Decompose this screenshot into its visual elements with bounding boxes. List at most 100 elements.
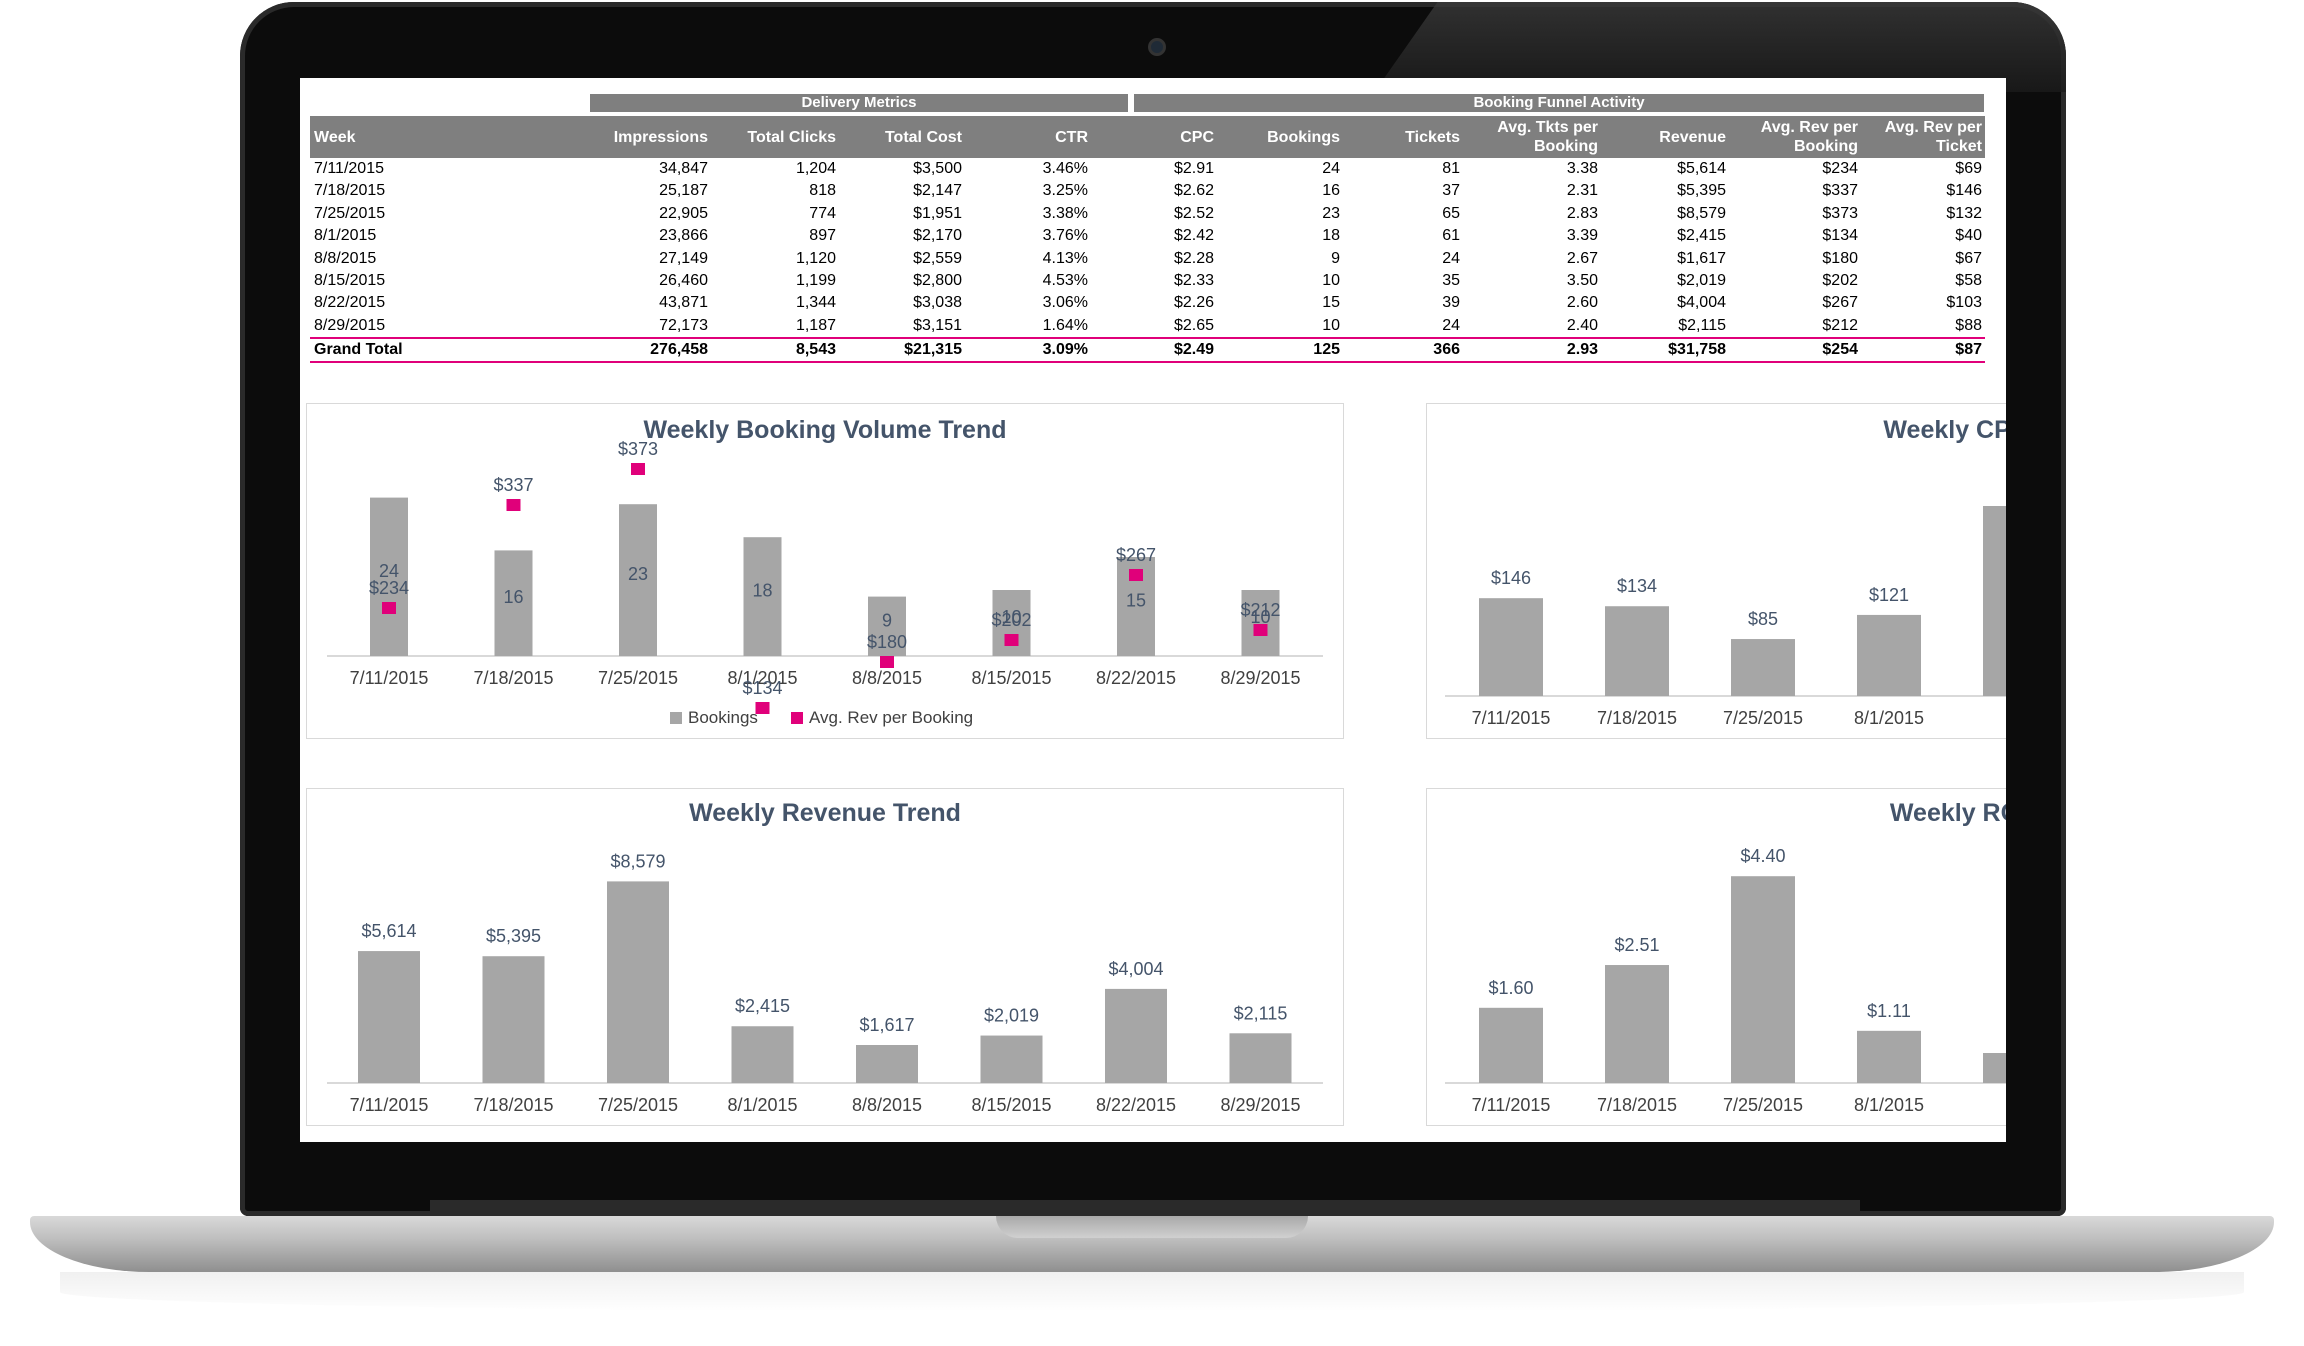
cell-avg-tkts: 2.93 [1566,341,1598,359]
x-tick-label: 8/1/2015 [1854,708,1924,728]
cell-cost: $3,038 [913,294,962,312]
cell-tickets: 35 [1442,272,1460,289]
dashboard-screen: Delivery Metrics Booking Funnel Activity… [300,78,2006,1142]
header-avg-rev-per-booking[interactable]: Avg. Rev per Booking [1760,119,1858,155]
cell-avg-rev-booking: $267 [1822,294,1858,312]
bar-data-label: $4,004 [1108,959,1163,979]
header-revenue[interactable]: Revenue [1659,128,1726,146]
cell-tickets: 61 [1442,227,1460,245]
cell-cpc: $2.26 [1173,294,1214,312]
bar [1731,876,1795,1083]
x-tick-label: 7/18/2015 [1597,708,1677,728]
header-total-cost[interactable]: Total Cost [884,128,962,146]
table-row[interactable]: 7/25/2015 22,905 774 $1,951 3.38% $2.52 23 65 2.… [310,203,1985,225]
bar-data-label: $1,617 [859,1015,914,1035]
cell-week: 8/22/2015 [314,294,386,312]
cell-impressions: 43,871 [659,294,708,312]
cell-revenue: $4,004 [1677,294,1726,312]
bar [1229,1033,1292,1083]
cell-ctr: 4.53% [1042,272,1088,289]
roi-chart-plot: $1.60 7/11/2015 $2.51 7/18/2015 $4.40 7/25/20… [1445,846,2006,1115]
cell-bookings: 10 [1322,316,1340,334]
bar-data-label: 24 [379,561,399,581]
cell-cpc: $2.62 [1173,182,1214,200]
legend-swatch-bookings [670,712,682,724]
cell-ctr: 3.25% [1042,182,1088,200]
bar [980,1035,1043,1083]
x-tick-label: 8/8/2015 [852,668,922,688]
cell-week: 7/11/2015 [314,160,384,177]
cell-cost: $3,500 [913,160,962,177]
revenue-chart: Weekly Revenue Trend $5,614 7/11/2015 $5,3… [306,788,1344,1126]
bar [494,550,533,656]
cell-bookings: 10 [1322,272,1340,289]
bar [370,497,408,656]
cell-impressions: 72,173 [659,316,708,334]
table-row[interactable]: 7/11/2015 34,847 1,204 $3,500 3.46% $2.91 24 81… [310,158,1985,180]
cell-clicks: 8,543 [795,341,836,359]
cell-avg-rev-ticket: $88 [1955,316,1982,334]
x-tick-label: 8/15/2015 [971,668,1051,688]
cell-cost: $3,151 [913,316,962,334]
cell-cpc: $2.42 [1173,227,1214,245]
cell-avg-tkts: 2.83 [1566,204,1598,222]
header-cpc[interactable]: CPC [1180,128,1214,146]
cell-cpc: $2.49 [1173,341,1214,359]
header-avg-rev-per-ticket[interactable]: Avg. Rev per Ticket [1884,119,1982,155]
cell-cost: $21,315 [904,341,962,359]
cell-avg-rev-booking: $234 [1822,160,1858,177]
table-row[interactable]: 8/29/2015 72,173 1,187 $3,151 1.64% $2.65 10 24… [310,315,1985,337]
table-row[interactable]: 8/1/2015 23,866 897 $2,170 3.76% $2.42 18 61 3.3… [310,225,1985,247]
marker-data-label: $180 [867,632,907,652]
header-avg-tkts-per-booking[interactable]: Avg. Tkts per Booking [1497,119,1598,155]
cell-avg-rev-booking: $337 [1822,182,1858,200]
table-row[interactable]: 8/15/2015 26,460 1,199 $2,800 4.53% $2.33 10 35… [310,270,1985,292]
bar [743,537,782,656]
bar-data-label: $2,115 [1234,1003,1288,1023]
cell-avg-rev-booking: $254 [1822,341,1858,359]
x-tick-label: 8/29/2015 [1220,1095,1300,1115]
cell-clicks: 1,204 [795,160,836,177]
cell-tickets: 81 [1442,160,1460,177]
header-week[interactable]: Week [314,128,356,146]
bar [1105,988,1167,1083]
laptop-shadow [60,1272,2244,1312]
bar [1479,598,1543,696]
table-row[interactable]: 8/22/2015 43,871 1,344 $3,038 3.06% $2.26 15 39… [310,292,1985,314]
laptop-hinge [430,1200,1860,1220]
bar-data-label: 18 [752,581,772,601]
cell-clicks: 1,344 [795,294,836,312]
bar-data-label: $121 [1869,585,1909,605]
legend-swatch-avg-rev [791,712,803,724]
booking-chart-title: Weekly Booking Volume Trend [643,416,1007,444]
header-ctr[interactable]: CTR [1055,128,1088,146]
table-row[interactable]: 8/8/2015 27,149 1,120 $2,559 4.13% $2.28 9 24 2.… [310,248,1985,270]
cell-ctr: 3.76% [1042,227,1088,245]
x-tick-label: 8/29/2015 [1220,668,1300,688]
header-impressions[interactable]: Impressions [613,128,708,146]
table-row[interactable]: 7/18/2015 25,187 818 $2,147 3.25% $2.62 16 37 2.… [310,180,1985,202]
x-tick-label: 8/15/2015 [971,1095,1051,1115]
marker-data-label: $267 [1116,545,1156,565]
cell-avg-rev-booking: $134 [1822,227,1858,245]
cell-week: 8/29/2015 [314,316,386,334]
bar-data-label: $5,614 [361,921,416,941]
cell-avg-tkts: 2.60 [1566,294,1598,312]
cell-cost: $2,147 [913,182,962,200]
bar-data-label: $4.40 [1740,846,1785,866]
cpa-chart-title: Weekly CPA [1883,416,2006,444]
grand-total-row[interactable]: Grand Total 276,458 8,543 $21,315 3.09% $2.49… [310,337,1985,364]
header-bookings[interactable]: Bookings [1267,128,1340,146]
cell-tickets: 65 [1442,204,1460,222]
x-tick-label: 8/1/2015 [1854,1095,1924,1115]
cell-cpc: $2.65 [1173,316,1214,334]
cell-avg-rev-ticket: $58 [1955,272,1982,289]
cell-avg-tkts: 3.38 [1566,160,1598,177]
bar [731,1026,794,1083]
cell-impressions: 26,460 [659,272,708,289]
cell-impressions: 276,458 [650,341,708,359]
cell-ctr: 3.09% [1042,341,1088,359]
header-tickets[interactable]: Tickets [1405,128,1460,146]
cell-avg-rev-ticket: $132 [1946,204,1982,222]
header-total-clicks[interactable]: Total Clicks [747,128,836,146]
